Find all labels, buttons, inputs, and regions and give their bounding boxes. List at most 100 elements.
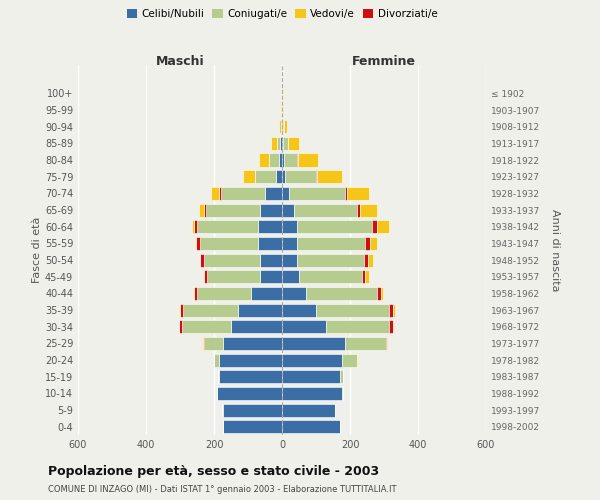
Bar	[341, 354, 357, 366]
Bar	[194, 287, 197, 300]
Bar	[284, 154, 298, 166]
Bar	[340, 370, 343, 383]
Text: Popolazione per età, sesso e stato civile - 2003: Popolazione per età, sesso e stato civil…	[48, 464, 379, 477]
Bar	[282, 120, 283, 133]
Bar	[282, 137, 283, 150]
Bar	[221, 187, 265, 200]
Bar	[284, 120, 287, 133]
Bar	[282, 320, 326, 333]
Bar	[180, 304, 184, 316]
Bar	[317, 170, 342, 183]
Bar	[179, 320, 182, 333]
Text: Maschi: Maschi	[155, 56, 205, 68]
Bar	[298, 237, 365, 250]
Bar	[211, 187, 219, 200]
Bar	[204, 204, 205, 216]
Bar	[203, 270, 204, 283]
Bar	[223, 420, 282, 433]
Bar	[258, 237, 282, 250]
Bar	[276, 170, 282, 183]
Bar	[362, 270, 365, 283]
Bar	[282, 170, 286, 183]
Bar	[184, 304, 238, 316]
Bar	[196, 237, 200, 250]
Bar	[368, 254, 373, 266]
Bar	[223, 337, 282, 350]
Bar	[377, 287, 380, 300]
Bar	[298, 254, 364, 266]
Legend: Celibi/Nubili, Coniugati/e, Vedovi/e, Divorziati/e: Celibi/Nubili, Coniugati/e, Vedovi/e, Di…	[122, 5, 442, 24]
Bar	[279, 120, 281, 133]
Bar	[231, 320, 282, 333]
Bar	[217, 387, 282, 400]
Bar	[279, 154, 282, 166]
Bar	[282, 304, 316, 316]
Bar	[282, 420, 340, 433]
Bar	[289, 187, 345, 200]
Bar	[359, 204, 377, 216]
Bar	[256, 170, 276, 183]
Bar	[282, 354, 341, 366]
Bar	[269, 154, 279, 166]
Bar	[365, 270, 368, 283]
Y-axis label: Fasce di età: Fasce di età	[32, 217, 42, 283]
Bar	[389, 320, 392, 333]
Bar	[377, 220, 389, 233]
Bar	[282, 404, 335, 416]
Bar	[203, 337, 204, 350]
Bar	[286, 170, 316, 183]
Bar	[192, 220, 194, 233]
Bar	[238, 304, 282, 316]
Bar	[298, 154, 319, 166]
Bar	[282, 187, 289, 200]
Bar	[219, 354, 282, 366]
Bar	[341, 387, 343, 400]
Bar	[199, 204, 204, 216]
Bar	[200, 254, 204, 266]
Bar	[218, 370, 219, 383]
Bar	[204, 337, 223, 350]
Bar	[282, 254, 298, 266]
Bar	[392, 320, 394, 333]
Bar	[326, 320, 389, 333]
Bar	[280, 137, 282, 150]
Bar	[194, 220, 197, 233]
Bar	[265, 187, 282, 200]
Bar	[271, 137, 277, 150]
Bar	[283, 120, 284, 133]
Bar	[214, 354, 219, 366]
Bar	[259, 154, 269, 166]
Bar	[182, 320, 231, 333]
Bar	[282, 204, 294, 216]
Bar	[345, 337, 386, 350]
Bar	[223, 404, 282, 416]
Bar	[393, 304, 395, 316]
Bar	[357, 204, 359, 216]
Text: Femmine: Femmine	[352, 56, 416, 68]
Bar	[207, 270, 260, 283]
Bar	[289, 137, 299, 150]
Bar	[277, 137, 280, 150]
Bar	[200, 237, 258, 250]
Bar	[260, 270, 282, 283]
Bar	[389, 304, 393, 316]
Bar	[197, 220, 258, 233]
Bar	[298, 220, 372, 233]
Bar	[282, 370, 340, 383]
Bar	[299, 270, 362, 283]
Bar	[205, 204, 260, 216]
Bar	[251, 287, 282, 300]
Bar	[282, 270, 299, 283]
Bar	[202, 337, 203, 350]
Bar	[282, 387, 341, 400]
Bar	[243, 170, 255, 183]
Text: COMUNE DI INZAGO (MI) - Dati ISTAT 1° gennaio 2003 - Elaborazione TUTTITALIA.IT: COMUNE DI INZAGO (MI) - Dati ISTAT 1° ge…	[48, 485, 397, 494]
Bar	[282, 287, 306, 300]
Bar	[357, 354, 358, 366]
Bar	[306, 287, 377, 300]
Bar	[179, 304, 180, 316]
Bar	[219, 187, 221, 200]
Bar	[197, 287, 251, 300]
Bar	[281, 120, 282, 133]
Y-axis label: Anni di nascita: Anni di nascita	[550, 209, 560, 291]
